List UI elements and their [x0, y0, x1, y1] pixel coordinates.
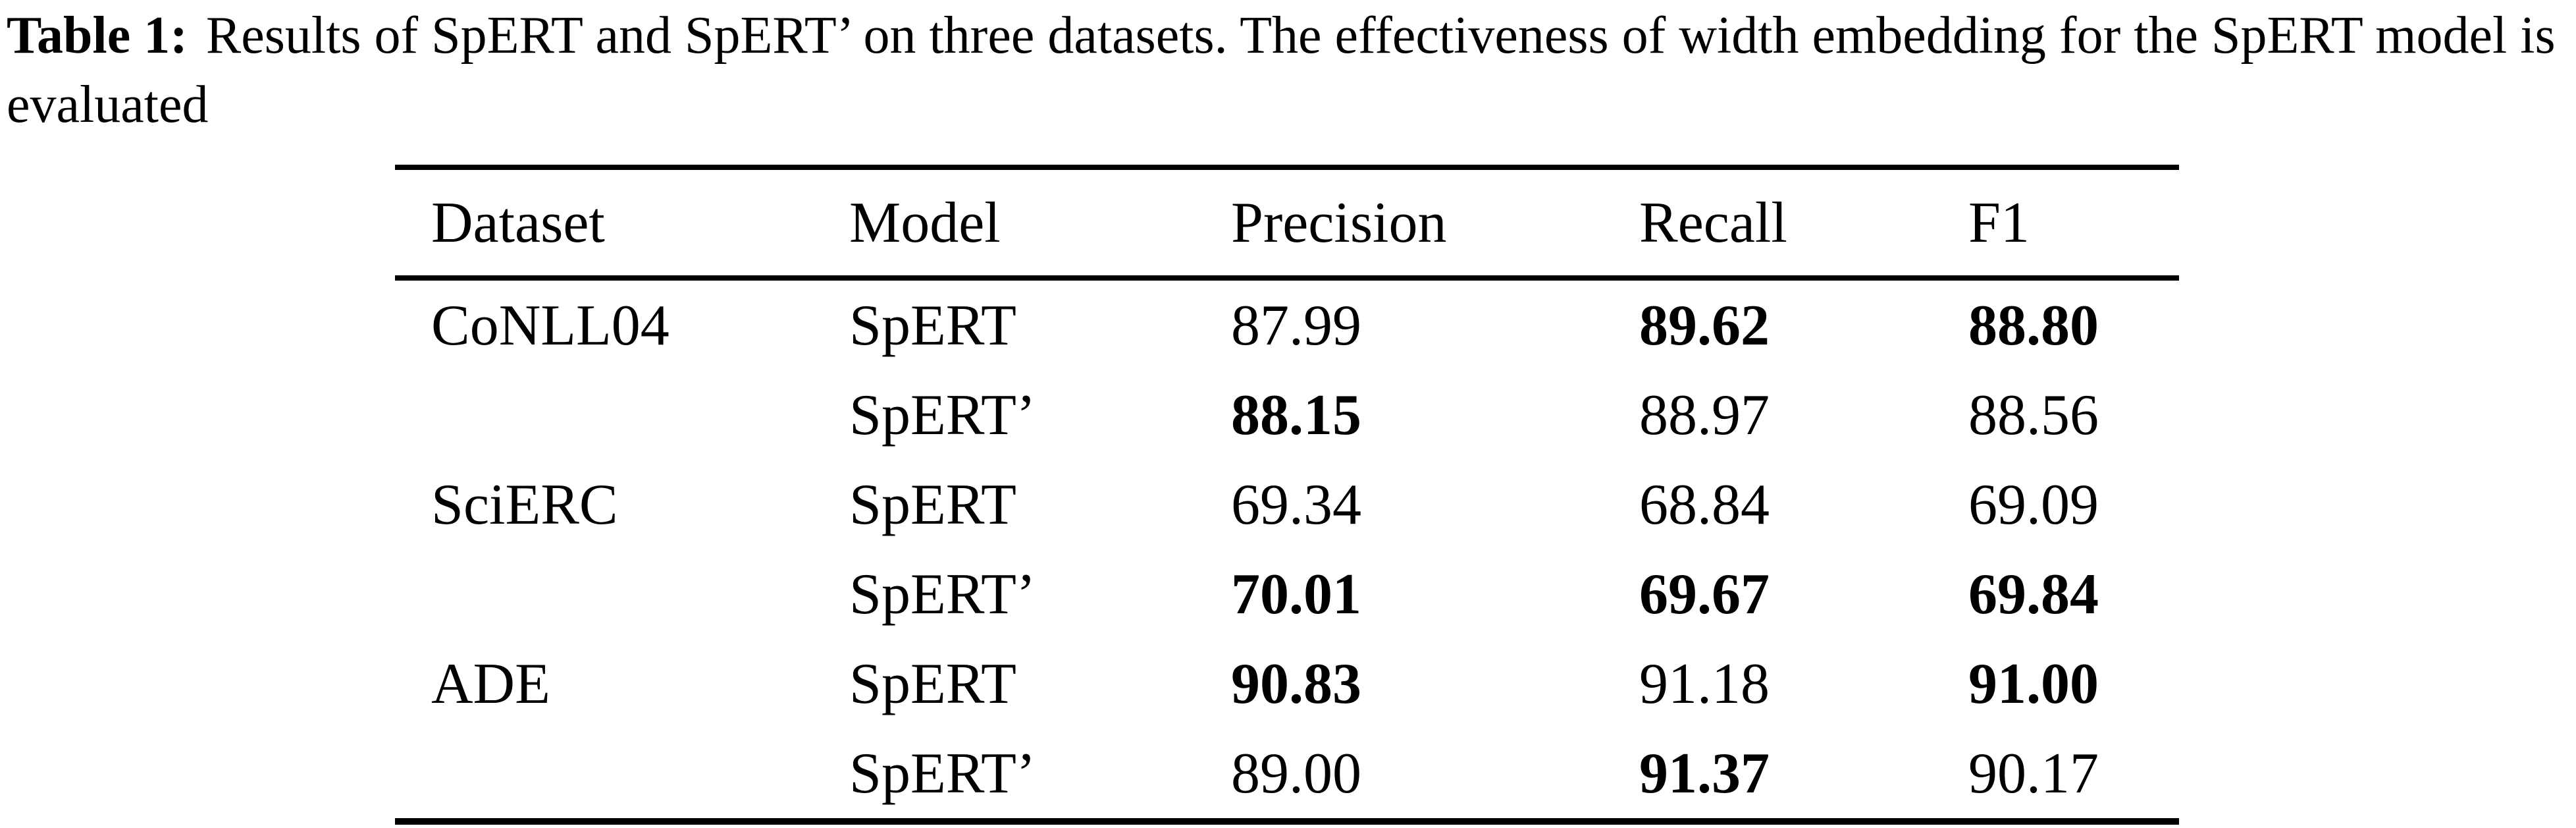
cell-dataset: CoNLL04 — [431, 293, 670, 358]
caption-text: Results of SpERT and SpERT’ on three dat… — [7, 7, 2556, 134]
cell-model: SpERT — [849, 472, 1016, 537]
cell-precision: 88.15 — [1231, 383, 1361, 447]
cell-recall: 89.62 — [1639, 293, 1770, 358]
cell-dataset — [395, 729, 849, 821]
caption-label: Table 1: — [7, 7, 188, 65]
cell-model: SpERT’ — [849, 383, 1036, 447]
cell-f1: 88.80 — [1968, 293, 2099, 358]
column-header-recall: Recall — [1639, 167, 1968, 281]
cell-model: SpERT’ — [849, 741, 1036, 806]
results-table: Dataset Model Precision Recall F1 CoNLL0… — [395, 165, 2179, 825]
cell-precision: 87.99 — [1231, 293, 1361, 358]
table-row: SpERT’ 88.15 88.97 88.56 — [395, 370, 2179, 460]
cell-recall: 91.18 — [1639, 651, 1770, 716]
cell-dataset: SciERC — [431, 472, 618, 537]
cell-model: SpERT — [849, 651, 1016, 716]
table-row: SciERC SpERT 69.34 68.84 69.09 — [395, 460, 2179, 549]
cell-precision: 90.83 — [1231, 651, 1361, 716]
cell-recall: 88.97 — [1639, 383, 1770, 447]
column-header-f1: F1 — [1968, 167, 2179, 281]
cell-dataset — [395, 370, 849, 460]
cell-f1: 91.00 — [1968, 651, 2099, 716]
cell-f1: 69.84 — [1968, 562, 2099, 626]
cell-precision: 70.01 — [1231, 562, 1361, 626]
cell-recall: 68.84 — [1639, 472, 1770, 537]
cell-precision: 69.34 — [1231, 472, 1361, 537]
cell-dataset: ADE — [431, 651, 550, 716]
column-header-model: Model — [849, 167, 1231, 281]
cell-f1: 88.56 — [1968, 383, 2099, 447]
cell-recall: 91.37 — [1639, 741, 1770, 806]
cell-precision: 89.00 — [1231, 741, 1361, 806]
cell-dataset — [395, 549, 849, 639]
column-header-precision: Precision — [1231, 167, 1639, 281]
cell-f1: 90.17 — [1968, 741, 2099, 806]
cell-recall: 69.67 — [1639, 562, 1770, 626]
table-row: ADE SpERT 90.83 91.18 91.00 — [395, 639, 2179, 729]
table-caption: Table 1: Results of SpERT and SpERT’ on t… — [0, 0, 2567, 140]
cell-model: SpERT’ — [849, 562, 1036, 626]
table-row: SpERT’ 70.01 69.67 69.84 — [395, 549, 2179, 639]
table-row: SpERT’ 89.00 91.37 90.17 — [395, 729, 2179, 821]
header-row: Dataset Model Precision Recall F1 — [395, 167, 2179, 281]
cell-f1: 69.09 — [1968, 472, 2099, 537]
cell-model: SpERT — [849, 293, 1016, 358]
table-row: CoNLL04 SpERT 87.99 89.62 88.80 — [395, 278, 2179, 370]
column-header-dataset: Dataset — [395, 167, 849, 281]
